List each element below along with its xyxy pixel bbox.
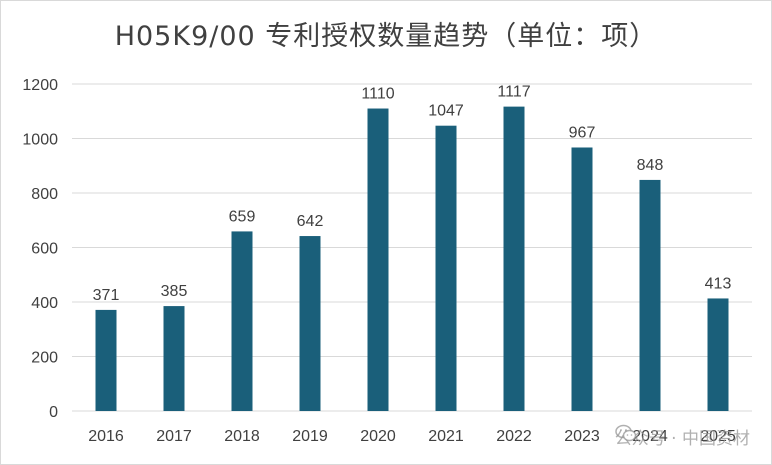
y-tick-label: 400 <box>31 295 58 312</box>
chart-title: H05K9/00 专利授权数量趋势（单位：项） <box>114 21 658 52</box>
bar-2016 <box>95 309 117 411</box>
data-label-2024: 848 <box>637 157 664 174</box>
gridlines <box>72 83 752 412</box>
x-tick-label-2016: 2016 <box>88 428 124 445</box>
watermark: 公众号 · 中国资材 <box>615 424 750 449</box>
y-tick-label: 200 <box>31 350 58 367</box>
bar-2023 <box>571 147 593 411</box>
data-label-2016: 371 <box>93 287 120 304</box>
data-label-2025: 413 <box>705 275 732 292</box>
bars <box>95 106 729 412</box>
x-tick-label-2017: 2017 <box>156 428 192 445</box>
bar-2025 <box>707 298 729 411</box>
bar-2020 <box>367 108 389 412</box>
bar-2021 <box>435 125 457 411</box>
y-tick-label: 1200 <box>22 77 58 94</box>
y-tick-label: 600 <box>31 241 58 258</box>
data-label-2021: 1047 <box>428 103 464 120</box>
x-tick-label-2021: 2021 <box>428 428 464 445</box>
data-labels: 371 385 659 642 1110 1047 1117 967 848 413 <box>93 84 732 304</box>
data-label-2022: 1117 <box>497 84 530 101</box>
y-axis-ticks: 0 200 400 600 800 1000 1200 <box>22 77 58 421</box>
x-tick-label-2020: 2020 <box>360 428 396 445</box>
wechat-icon <box>615 424 637 442</box>
watermark-text: 公众号 · 中国资材 <box>614 429 750 449</box>
y-tick-label: 0 <box>49 404 58 421</box>
bar-2024 <box>639 179 661 411</box>
bar-2019 <box>299 236 321 411</box>
x-tick-label-2019: 2019 <box>292 428 328 445</box>
x-axis-ticks: 2016 2017 2018 2019 2020 2021 2022 2023 2024 2025 <box>88 428 736 445</box>
data-label-2020: 1110 <box>361 86 394 103</box>
bar-2017 <box>163 306 185 411</box>
data-label-2017: 385 <box>161 283 188 300</box>
bar-2022 <box>503 106 525 412</box>
x-tick-label-2022: 2022 <box>496 428 532 445</box>
data-label-2023: 967 <box>569 124 596 141</box>
data-label-2018: 659 <box>229 208 256 225</box>
y-tick-label: 1000 <box>22 132 58 149</box>
bar-2018 <box>231 231 253 411</box>
x-tick-label-2023: 2023 <box>564 428 600 445</box>
x-tick-label-2018: 2018 <box>224 428 260 445</box>
x-tick-label-2024: 2024 <box>632 428 668 445</box>
data-label-2019: 642 <box>297 213 324 230</box>
y-tick-label: 800 <box>31 186 58 203</box>
x-tick-label-2025: 2025 <box>700 428 736 445</box>
